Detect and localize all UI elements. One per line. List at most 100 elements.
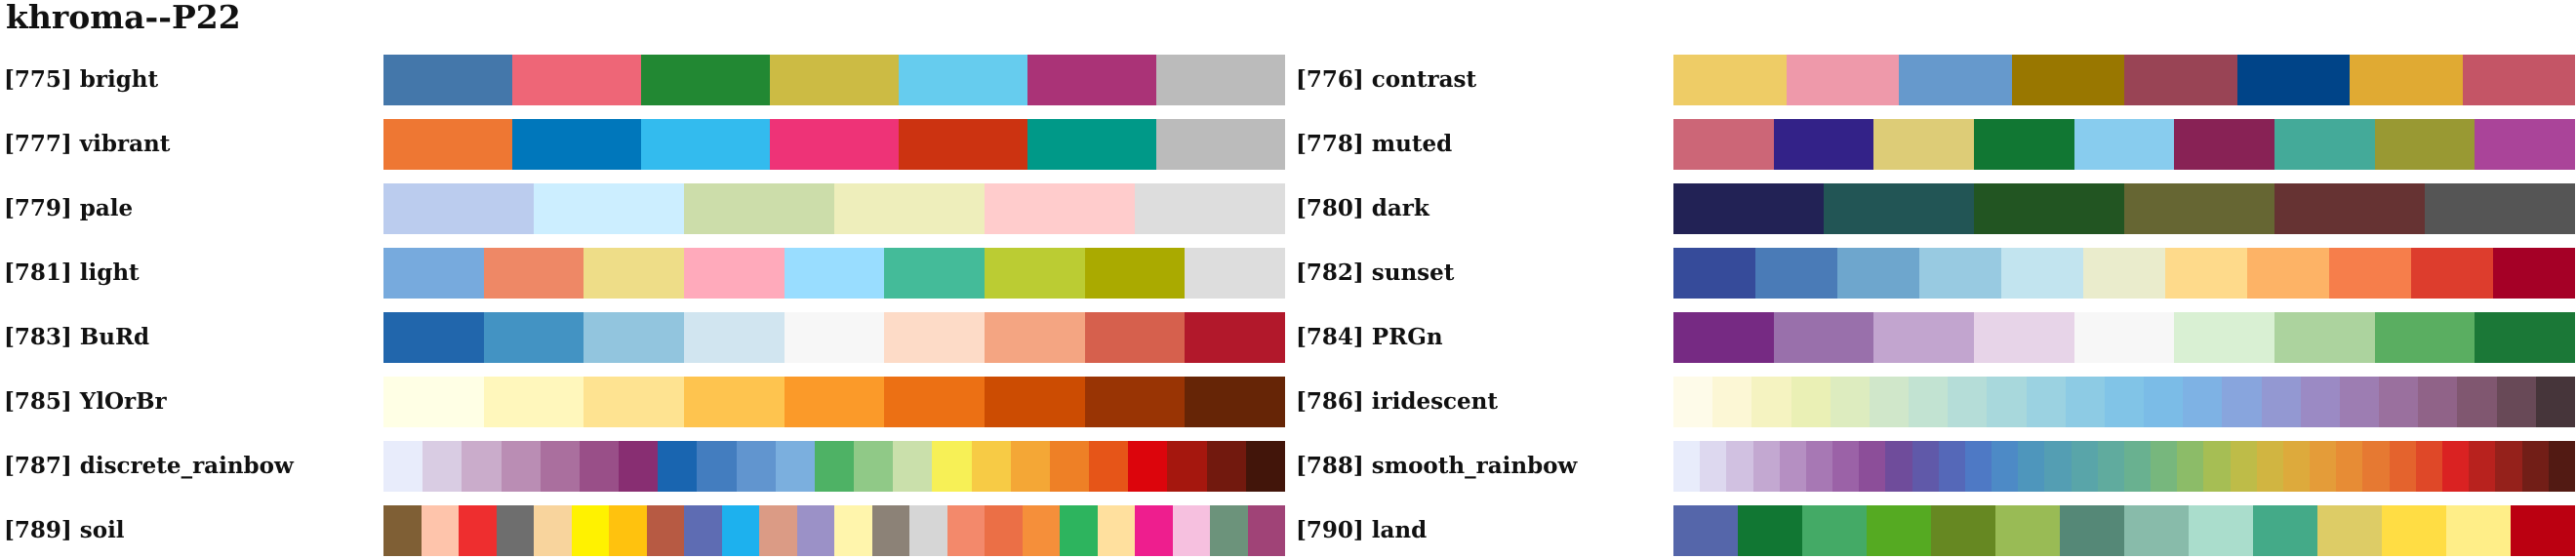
- color-swatch: [985, 248, 1085, 299]
- color-swatch: [814, 441, 855, 492]
- color-swatch: [2379, 377, 2419, 427]
- color-swatch: [932, 441, 972, 492]
- color-swatch: [2144, 377, 2184, 427]
- color-swatch: [1885, 441, 1912, 492]
- palette-swatch-bar: [1673, 505, 2575, 556]
- color-swatch: [2230, 441, 2257, 492]
- color-swatch: [899, 55, 1027, 105]
- color-swatch: [2073, 312, 2175, 363]
- color-swatch: [1128, 441, 1168, 492]
- color-swatch: [1084, 377, 1186, 427]
- color-swatch: [1135, 505, 1173, 556]
- color-swatch: [1712, 377, 1752, 427]
- color-swatch: [1873, 312, 1975, 363]
- color-swatch: [2374, 312, 2475, 363]
- color-swatch: [1779, 441, 1806, 492]
- color-swatch: [971, 441, 1011, 492]
- color-swatch: [1909, 377, 1949, 427]
- color-swatch: [684, 183, 834, 234]
- color-swatch: [2174, 312, 2275, 363]
- palette-swatch-bar: [1673, 119, 2576, 170]
- color-swatch: [1027, 119, 1156, 170]
- palette-label: [777] vibrant: [4, 131, 171, 157]
- color-swatch: [2350, 55, 2463, 105]
- color-swatch: [721, 505, 759, 556]
- color-swatch: [736, 441, 776, 492]
- color-swatch: [383, 441, 423, 492]
- color-swatch: [2548, 441, 2575, 492]
- palette-swatch-bar: [383, 248, 1286, 299]
- color-swatch: [1673, 183, 1824, 234]
- color-swatch: [1726, 441, 1753, 492]
- color-swatch: [2496, 377, 2536, 427]
- color-swatch: [1089, 441, 1129, 492]
- color-swatch: [1992, 441, 2019, 492]
- color-swatch: [1995, 505, 2060, 556]
- color-swatch: [1700, 441, 1727, 492]
- color-swatch: [2493, 248, 2575, 299]
- color-swatch: [784, 377, 885, 427]
- color-swatch: [884, 377, 986, 427]
- palette-label: [789] soil: [4, 517, 125, 543]
- palette-label: [786] iridescent: [1296, 388, 1499, 415]
- color-swatch: [1206, 441, 1246, 492]
- color-swatch: [1987, 377, 2027, 427]
- color-swatch: [534, 505, 572, 556]
- palette-label: [776] contrast: [1296, 66, 1477, 93]
- color-swatch: [2535, 377, 2575, 427]
- color-swatch: [1247, 505, 1285, 556]
- palette-swatch-bar: [1673, 55, 2575, 105]
- color-swatch: [1974, 119, 2074, 170]
- palette-swatch-bar: [1673, 377, 2575, 427]
- color-swatch: [641, 55, 770, 105]
- color-swatch: [2425, 183, 2575, 234]
- color-swatch: [2469, 441, 2496, 492]
- color-swatch: [899, 119, 1027, 170]
- color-swatch: [2336, 441, 2363, 492]
- palette-label: [781] light: [4, 260, 140, 286]
- color-swatch: [2083, 248, 2165, 299]
- color-swatch: [2415, 441, 2442, 492]
- color-swatch: [2511, 505, 2575, 556]
- color-swatch: [1912, 441, 1939, 492]
- color-swatch: [2418, 377, 2458, 427]
- color-swatch: [834, 183, 985, 234]
- color-swatch: [1832, 441, 1860, 492]
- color-swatch: [2374, 119, 2475, 170]
- color-swatch: [1802, 505, 1867, 556]
- color-swatch: [1837, 248, 1919, 299]
- color-swatch: [1084, 312, 1186, 363]
- color-swatch: [2097, 441, 2124, 492]
- color-swatch: [1185, 377, 1286, 427]
- color-swatch: [854, 441, 894, 492]
- color-swatch: [423, 441, 463, 492]
- color-swatch: [658, 441, 698, 492]
- color-swatch: [684, 377, 785, 427]
- palette-label: [775] bright: [4, 66, 159, 93]
- color-swatch: [1738, 505, 1802, 556]
- color-swatch: [2521, 441, 2549, 492]
- color-swatch: [759, 505, 797, 556]
- color-swatch: [641, 119, 770, 170]
- color-swatch: [579, 441, 620, 492]
- color-swatch: [2256, 441, 2283, 492]
- color-swatch: [2071, 441, 2098, 492]
- color-swatch: [501, 441, 541, 492]
- color-swatch: [483, 312, 584, 363]
- color-swatch: [1938, 441, 1965, 492]
- color-swatch: [1673, 505, 1738, 556]
- color-swatch: [383, 119, 512, 170]
- color-swatch: [1172, 505, 1210, 556]
- color-swatch: [584, 248, 685, 299]
- color-swatch: [383, 505, 422, 556]
- color-swatch: [2274, 183, 2425, 234]
- color-swatch: [1948, 377, 1988, 427]
- color-swatch: [1673, 377, 1713, 427]
- color-swatch: [1022, 505, 1060, 556]
- color-swatch: [540, 441, 580, 492]
- color-swatch: [784, 248, 885, 299]
- color-swatch: [1873, 119, 1975, 170]
- palette-label: [783] BuRd: [4, 324, 150, 350]
- color-swatch: [2495, 441, 2522, 492]
- color-swatch: [909, 505, 947, 556]
